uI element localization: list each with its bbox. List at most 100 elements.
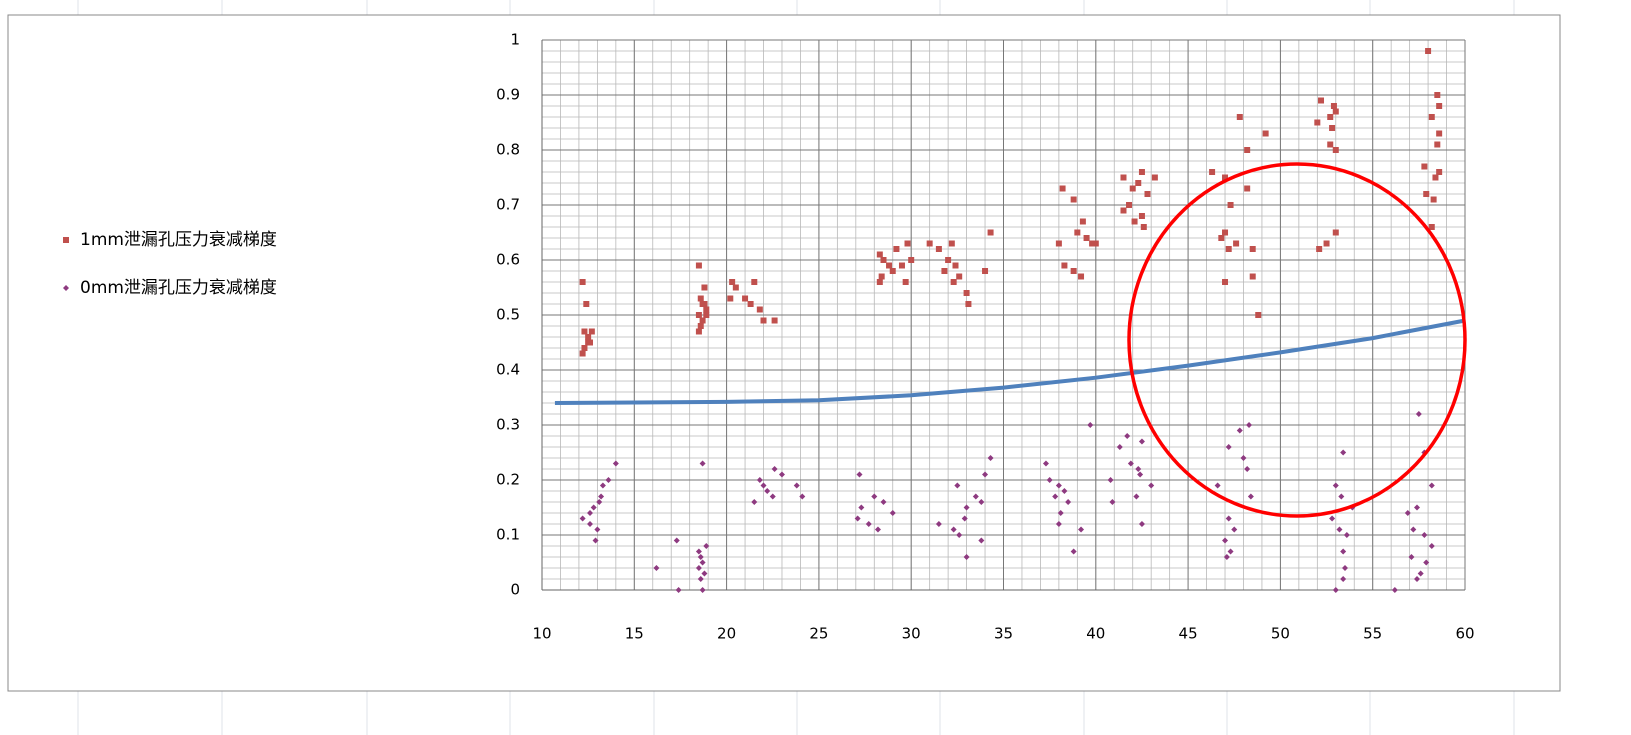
marker — [978, 537, 985, 544]
marker — [858, 504, 865, 511]
marker — [1070, 196, 1077, 203]
marker — [592, 537, 599, 544]
marker — [1428, 224, 1435, 230]
marker — [1255, 312, 1262, 318]
marker — [908, 257, 915, 263]
marker — [1316, 246, 1323, 252]
marker — [1055, 521, 1062, 527]
marker — [1410, 526, 1417, 533]
marker — [699, 559, 706, 566]
marker — [1138, 169, 1145, 175]
marker — [856, 471, 863, 478]
marker — [1421, 532, 1428, 538]
marker — [586, 521, 593, 527]
marker — [1107, 477, 1114, 483]
marker — [729, 279, 736, 285]
marker — [1432, 174, 1439, 181]
marker — [1428, 114, 1435, 120]
marker — [1332, 587, 1339, 593]
marker — [1246, 422, 1253, 428]
marker — [699, 460, 706, 467]
marker — [653, 565, 660, 571]
y-tick-label: 0.8 — [496, 141, 520, 159]
marker — [1329, 515, 1336, 522]
marker — [1327, 114, 1334, 120]
marker — [1120, 174, 1127, 181]
y-tick-label: 0.3 — [496, 416, 520, 434]
marker — [701, 570, 708, 577]
marker — [605, 477, 612, 483]
marker — [1109, 499, 1116, 505]
marker — [583, 301, 590, 307]
marker — [1133, 493, 1140, 500]
marker — [771, 466, 778, 472]
trend-line — [554, 318, 1466, 405]
marker — [972, 493, 979, 500]
marker — [1227, 202, 1234, 208]
marker — [1046, 477, 1053, 483]
y-tick-label: 0.6 — [496, 251, 520, 269]
marker — [1065, 499, 1072, 505]
marker — [893, 246, 900, 252]
marker — [1332, 147, 1339, 153]
marker — [1222, 174, 1229, 181]
legend-marker — [63, 285, 69, 291]
marker — [956, 273, 963, 280]
marker — [1340, 576, 1347, 582]
marker — [703, 306, 710, 313]
marker — [1244, 185, 1251, 192]
marker — [697, 576, 704, 582]
marker — [1218, 235, 1225, 241]
marker — [1404, 510, 1411, 516]
marker — [904, 240, 911, 247]
marker — [727, 295, 734, 302]
marker — [760, 317, 767, 324]
marker — [1329, 125, 1336, 131]
marker — [1061, 262, 1068, 269]
marker — [1414, 576, 1421, 582]
marker — [963, 554, 970, 560]
x-tick-label: 15 — [625, 625, 644, 643]
marker — [1249, 273, 1256, 280]
marker — [695, 565, 702, 571]
marker — [1332, 108, 1339, 115]
marker — [742, 295, 749, 302]
marker — [876, 251, 883, 258]
marker — [1140, 224, 1147, 230]
marker — [1343, 532, 1350, 538]
x-tick-label: 55 — [1363, 625, 1382, 643]
marker — [1148, 482, 1155, 489]
marker — [793, 482, 800, 489]
marker — [1423, 191, 1430, 197]
marker — [697, 554, 704, 560]
y-tick-label: 1 — [510, 31, 520, 49]
marker — [697, 323, 704, 329]
marker — [1137, 471, 1144, 478]
marker — [1129, 185, 1136, 192]
marker — [588, 328, 595, 335]
marker — [1340, 548, 1347, 555]
marker — [1225, 515, 1232, 522]
marker — [1434, 141, 1441, 148]
marker — [751, 499, 758, 505]
marker — [1247, 493, 1254, 500]
marker — [1338, 493, 1345, 500]
marker — [1079, 218, 1086, 225]
marker — [874, 526, 881, 533]
marker — [1262, 130, 1269, 137]
y-tick-label: 0.7 — [496, 196, 520, 214]
marker — [1070, 548, 1077, 555]
marker — [889, 510, 896, 516]
plot-area: 10 15 20 25 30 35 40 45 50 55 60 0 0.1 0.2 0.3 0.4 0.5 0.… — [496, 31, 1474, 643]
marker — [945, 257, 952, 263]
marker — [987, 229, 994, 236]
marker — [1318, 97, 1325, 104]
marker — [701, 284, 708, 291]
marker — [586, 510, 593, 516]
marker — [1408, 554, 1415, 560]
marker — [756, 477, 763, 483]
marker — [898, 262, 905, 269]
x-tick-label: 35 — [994, 625, 1013, 643]
